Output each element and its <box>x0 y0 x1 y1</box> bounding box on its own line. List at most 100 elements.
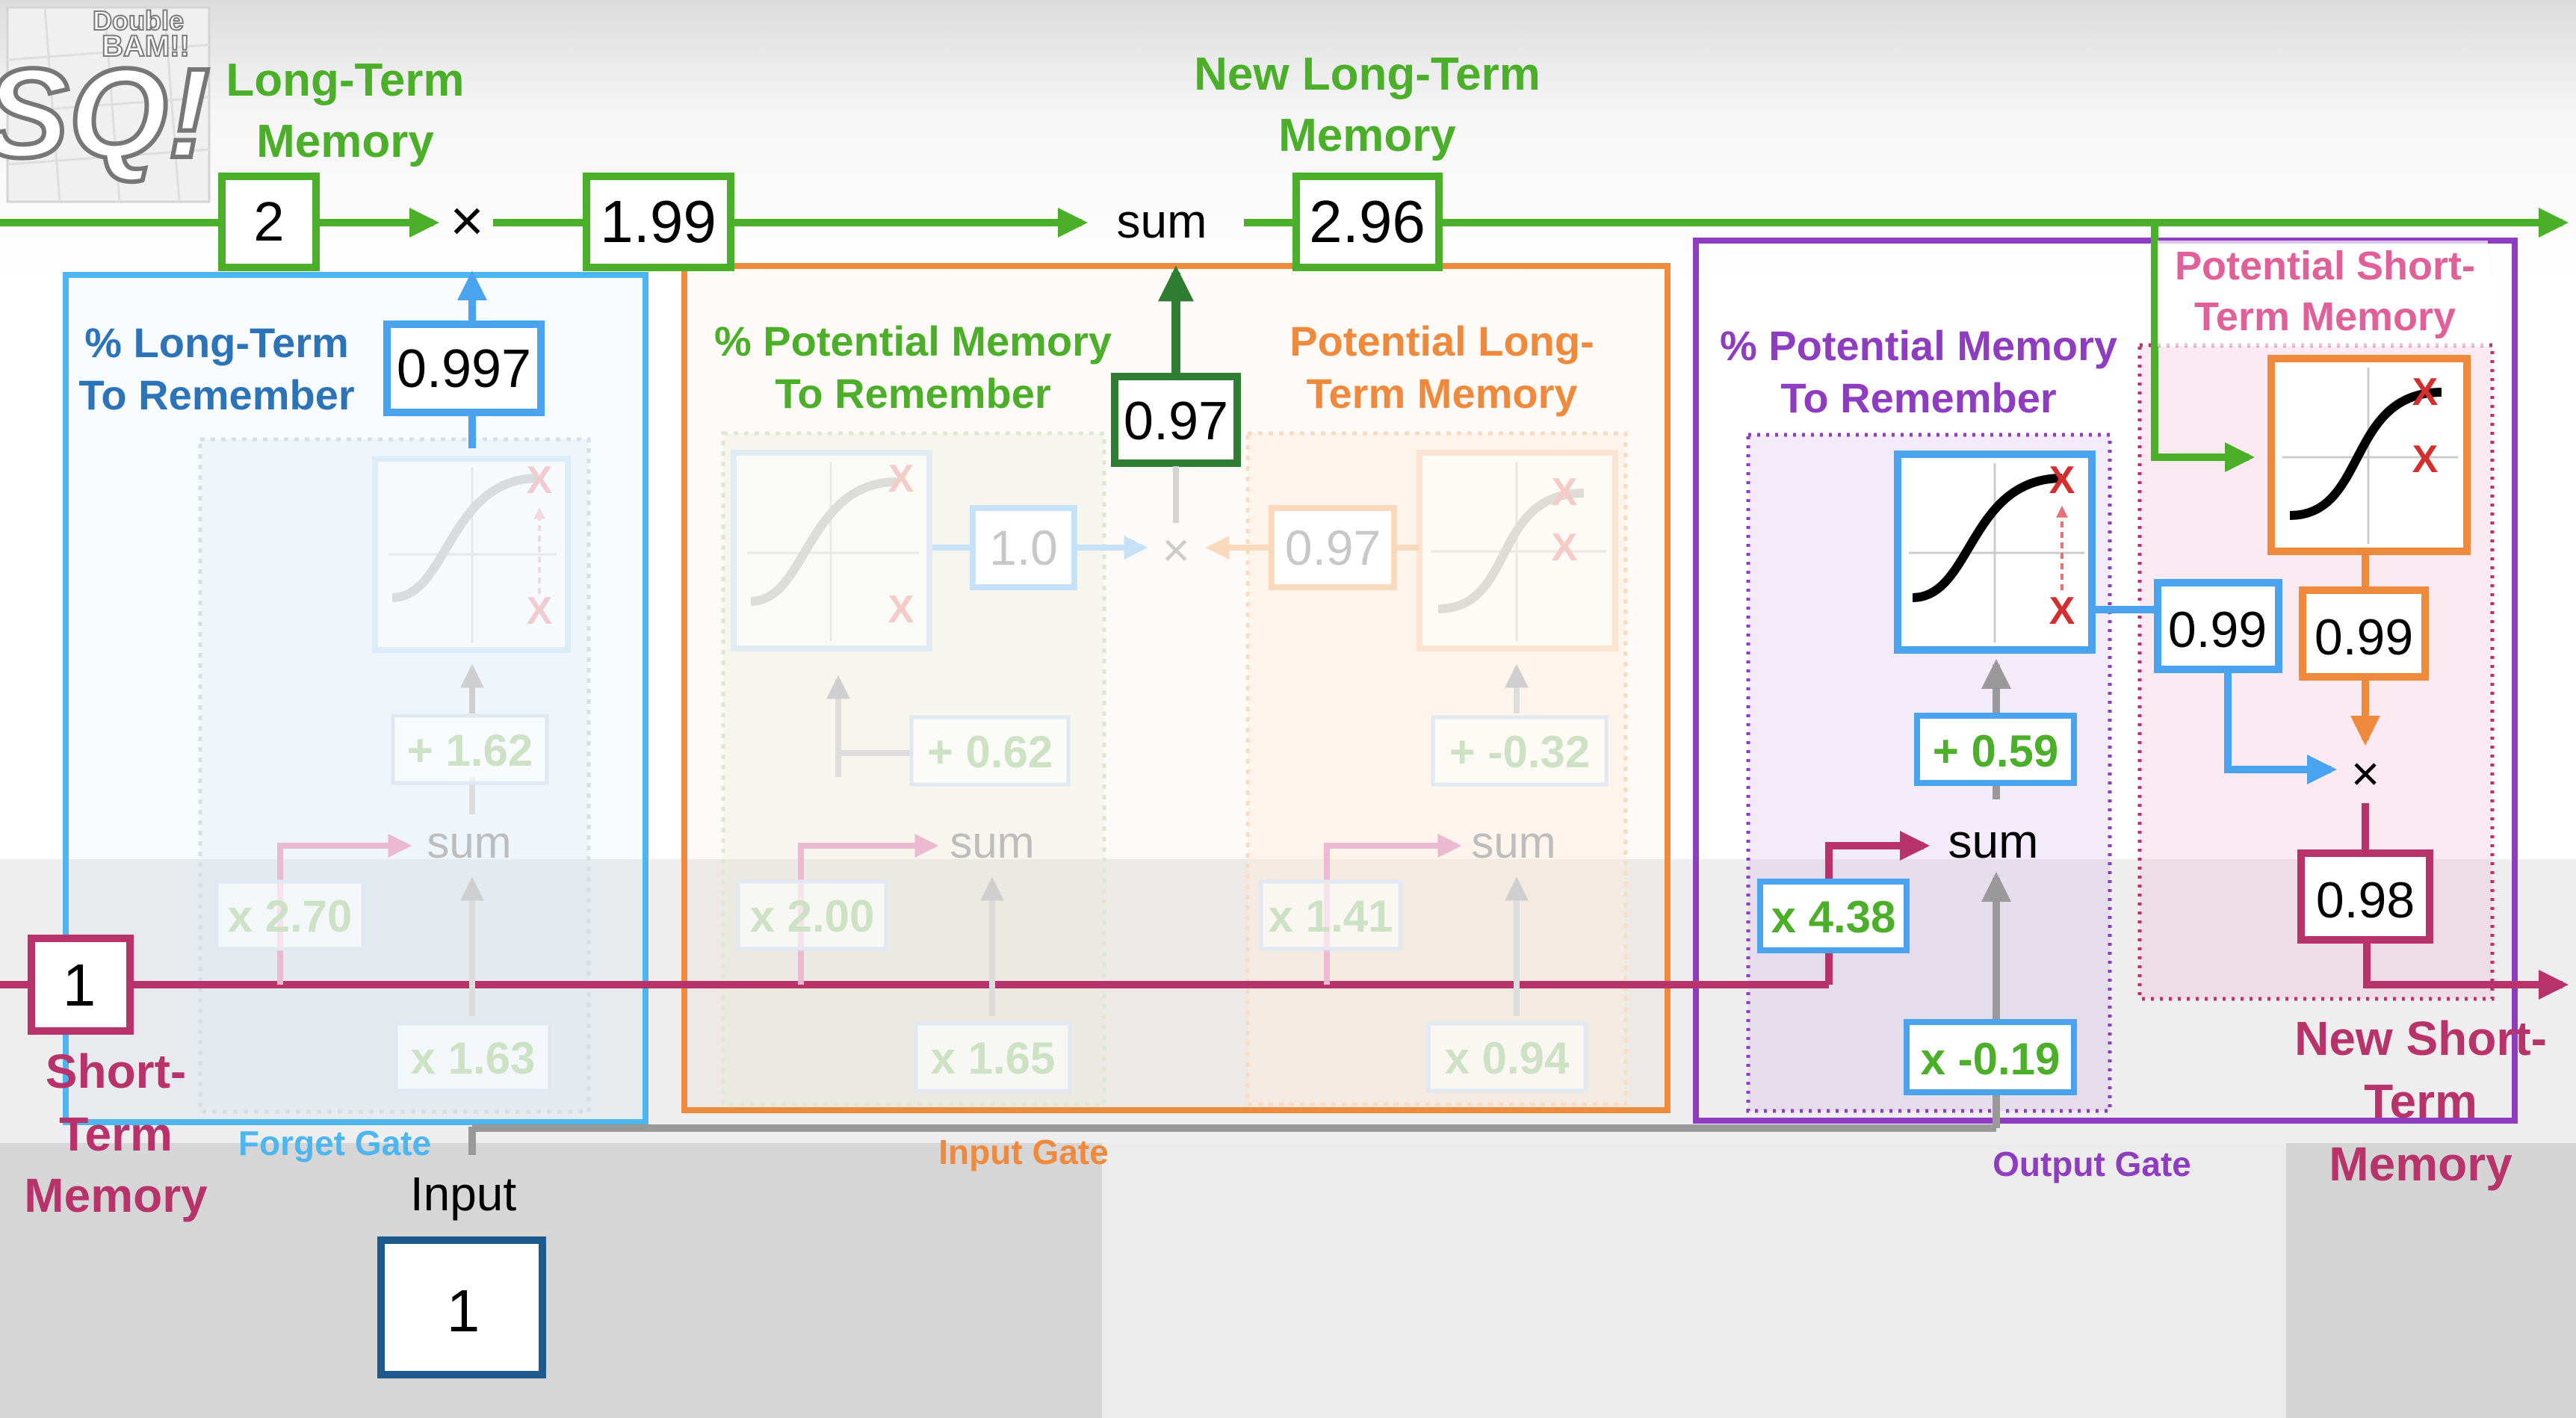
new-ltm-title-2: Memory <box>1278 110 1456 161</box>
svg-text:X: X <box>2049 459 2075 502</box>
stm-title-2: Term <box>59 1107 173 1161</box>
forget-stm-weight-box <box>214 879 365 951</box>
input-pct-title-1: % Potential Memory <box>714 318 1112 365</box>
logo-line1: Double <box>93 5 184 36</box>
output-pot-title-2: Term Memory <box>2194 294 2456 339</box>
forget-pct-box <box>383 321 545 416</box>
forget-input-weight-box <box>394 1021 552 1093</box>
svg-text:X: X <box>1552 526 1578 569</box>
input-sum-1: sum <box>950 817 1034 867</box>
output-multiply: × <box>2351 746 2380 801</box>
output-pct-title-2: To Remember <box>1780 374 2056 421</box>
forget-input-weight: x 1.63 <box>411 1033 536 1083</box>
input-stm-weight-1-box <box>736 879 888 951</box>
svg-text:X: X <box>888 457 914 501</box>
ltm-sum: sum <box>1117 194 1207 248</box>
output-gate-box <box>1693 238 2518 1124</box>
output-gate-label: Output Gate <box>1993 1145 2191 1183</box>
input-tanh-icon: X X <box>1417 450 1618 651</box>
logo-line2: BAM!! <box>102 30 190 63</box>
output-tanh-out-box <box>2299 586 2429 681</box>
input-stm-weight-2-box <box>1259 879 1402 951</box>
forget-gate-label: Forget Gate <box>238 1124 431 1162</box>
forget-pct-title-1: % Long-Term <box>84 319 349 366</box>
long-term-memory-line <box>0 208 2569 472</box>
input-sigmoid-icon: X X <box>731 450 932 651</box>
input-tanh-out: 0.97 <box>1285 520 1381 575</box>
new-stm-title-3: Memory <box>2329 1137 2512 1191</box>
input-contribution: 0.97 <box>1124 391 1228 451</box>
new-ltm-box <box>1292 173 1443 271</box>
forget-bias: + 1.62 <box>407 725 533 775</box>
input-input-weight-2-box <box>1426 1021 1588 1093</box>
input-input-weight-1: x 1.65 <box>931 1033 1056 1083</box>
floor-middle <box>1102 1143 2286 1418</box>
new-ltm-value: 2.96 <box>1309 188 1425 255</box>
new-stm-title-2: Term <box>2364 1074 2477 1128</box>
ltm-result-value: 1.99 <box>600 188 716 255</box>
svg-text:X: X <box>527 589 553 633</box>
forget-bias-box <box>391 713 549 785</box>
ltm-title-2: Memory <box>256 116 434 167</box>
forget-sigmoid-icon: X X <box>372 456 571 653</box>
output-sum: sum <box>1948 814 2039 868</box>
forget-pct-value: 0.997 <box>397 339 531 399</box>
input-bias-2-box <box>1431 715 1609 787</box>
input-pot-title-2: Term Memory <box>1306 370 1577 417</box>
stm-title-1: Short- <box>46 1044 186 1098</box>
output-input-weight-box <box>1904 1019 2077 1095</box>
output-stm-weight: x 4.38 <box>1771 892 1896 942</box>
logo-main: SQ! <box>0 43 210 185</box>
input-contribution-box <box>1111 373 1241 467</box>
svg-text:X: X <box>1552 471 1578 514</box>
input-tanh-out-box <box>1269 505 1397 590</box>
output-tanh-out: 0.99 <box>2315 609 2413 666</box>
output-result: 0.98 <box>2316 872 2415 929</box>
input-sum-2: sum <box>1471 817 1555 867</box>
output-tanh-icon: X X <box>2267 355 2471 555</box>
input-bias-1: + 0.62 <box>927 727 1053 777</box>
ltm-title-1: Long-Term <box>226 55 464 106</box>
output-pot-title-bg <box>2158 241 2488 347</box>
input-sigmoid-out: 1.0 <box>989 520 1058 575</box>
output-input-weight: x -0.19 <box>1921 1034 2061 1084</box>
input-value: 1 <box>447 1278 480 1344</box>
output-sigmoid-icon: X X <box>1894 451 2096 654</box>
floor-right <box>2286 1143 2576 1418</box>
svg-text:X: X <box>2412 438 2439 481</box>
input-input-weight-2: x 0.94 <box>1445 1033 1570 1083</box>
new-stm-title-1: New Short- <box>2294 1012 2547 1065</box>
forget-pct-title-2: To Remember <box>78 371 354 418</box>
input-multiply: × <box>1162 523 1189 577</box>
ltm-result-box <box>583 173 734 271</box>
forget-multiply: × <box>450 188 484 253</box>
output-pot-title-1: Potential Short- <box>2175 244 2475 288</box>
input-sigmoid-out-box <box>970 505 1077 590</box>
floor-left <box>0 1143 1102 1418</box>
forget-sum: sum <box>427 817 511 867</box>
input-value-box <box>377 1236 546 1378</box>
output-result-box <box>2297 849 2433 944</box>
input-pot-title-1: Potential Long- <box>1289 318 1594 365</box>
logo: Double BAM!! SQ! <box>0 4 212 203</box>
input-pct-title-2: To Remember <box>775 370 1050 417</box>
output-pct-title-1: % Potential Memory <box>1720 322 2117 369</box>
input-stm-weight-1: x 2.00 <box>750 891 875 941</box>
stm-value-box <box>28 935 134 1035</box>
output-bias-box <box>1914 713 2077 786</box>
input-label: Input <box>410 1167 517 1221</box>
ltm-value-box <box>218 173 320 271</box>
forget-stm-weight: x 2.70 <box>228 891 353 941</box>
svg-text:X: X <box>527 459 553 502</box>
ltm-value: 2 <box>253 191 284 253</box>
output-sigmoid-out-box <box>2154 579 2282 673</box>
output-stm-weight-box <box>1757 879 1910 953</box>
output-bias: + 0.59 <box>1933 726 2059 776</box>
svg-text:X: X <box>2412 371 2439 414</box>
input-bias-1-box <box>909 715 1071 787</box>
input-bias-2: + -0.32 <box>1449 727 1590 777</box>
new-ltm-title-1: New Long-Term <box>1194 49 1541 100</box>
input-gate-label: Input Gate <box>938 1133 1108 1171</box>
svg-text:X: X <box>2049 589 2075 633</box>
